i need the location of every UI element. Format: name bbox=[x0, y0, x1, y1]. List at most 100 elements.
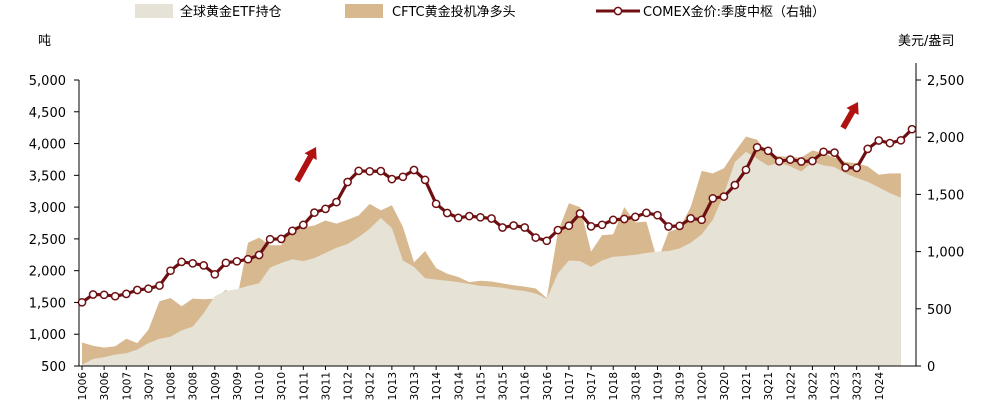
right-tick-label: 2,000 bbox=[927, 131, 964, 146]
price-point bbox=[785, 155, 795, 164]
etf-area bbox=[82, 151, 901, 366]
price-point bbox=[630, 212, 640, 222]
price-point bbox=[885, 138, 895, 148]
legend-label-etf: 全球黄金ETF持仓 bbox=[180, 4, 282, 20]
price-line-layer bbox=[77, 124, 917, 307]
x-tick-label: 3Q15 bbox=[498, 372, 510, 400]
x-tick-label: 3Q13 bbox=[409, 372, 421, 400]
x-tick-label: 1Q22 bbox=[785, 372, 797, 400]
price-point bbox=[808, 156, 817, 166]
x-tick-label: 1Q11 bbox=[298, 372, 310, 400]
price-point bbox=[77, 297, 87, 307]
right-tick-label: 500 bbox=[927, 303, 952, 318]
right-axis-unit: 美元/盎司 bbox=[898, 34, 954, 49]
x-tick-label: 3Q12 bbox=[365, 372, 377, 400]
x-tick-label: 3Q10 bbox=[276, 372, 288, 400]
legend: 全球黄金ETF持仓 CFTC黄金投机净多头 COMEX金价:季度中枢（右轴） bbox=[135, 4, 825, 20]
x-tick-label: 3Q06 bbox=[99, 372, 111, 401]
price-point bbox=[896, 135, 906, 145]
price-point bbox=[420, 175, 430, 185]
price-point bbox=[520, 223, 530, 232]
price-point bbox=[121, 289, 131, 299]
price-point bbox=[464, 211, 474, 221]
x-tick-label: 1Q23 bbox=[830, 372, 842, 400]
price-point bbox=[144, 284, 153, 294]
price-point bbox=[431, 199, 441, 209]
x-tick-label: 3Q09 bbox=[232, 372, 244, 400]
price-point bbox=[730, 180, 740, 190]
price-point bbox=[166, 266, 175, 276]
price-point bbox=[608, 215, 618, 225]
legend-swatch-etf bbox=[135, 4, 173, 18]
price-point bbox=[210, 269, 220, 279]
price-point bbox=[708, 193, 718, 203]
x-tick-label: 3Q19 bbox=[675, 372, 687, 400]
left-tick-label: 1,000 bbox=[29, 328, 66, 343]
left-tick-label: 1,500 bbox=[29, 296, 66, 311]
x-tick-label: 3Q22 bbox=[807, 372, 819, 400]
left-tick-label: 4,500 bbox=[29, 106, 66, 121]
x-tick-label: 1Q10 bbox=[254, 372, 266, 400]
x-axis-ticks: 1Q06 3Q06 1Q07 3Q07 1Q08 3Q08 1Q09 3Q09 1Q10 3Q10… bbox=[77, 366, 886, 400]
left-axis-unit: 吨 bbox=[38, 34, 51, 49]
x-tick-label: 1Q12 bbox=[343, 372, 355, 400]
price-point bbox=[531, 233, 541, 242]
price-point bbox=[796, 157, 806, 166]
price-point bbox=[409, 165, 419, 175]
price-point bbox=[819, 147, 828, 157]
price-point bbox=[564, 221, 574, 231]
price-point bbox=[642, 208, 651, 218]
area-layer bbox=[82, 136, 901, 366]
price-point bbox=[542, 236, 552, 246]
price-point bbox=[365, 166, 375, 176]
x-tick-label: 1Q17 bbox=[564, 372, 576, 400]
x-tick-label: 1Q20 bbox=[697, 372, 709, 400]
price-point bbox=[774, 156, 784, 166]
x-tick-label: 1Q19 bbox=[653, 372, 665, 400]
price-point bbox=[265, 234, 275, 244]
x-tick-label: 3Q17 bbox=[586, 372, 598, 400]
x-tick-label: 3Q11 bbox=[321, 372, 333, 400]
price-point bbox=[686, 214, 696, 223]
price-point bbox=[830, 148, 839, 157]
x-tick-label: 3Q18 bbox=[630, 372, 642, 400]
x-tick-label: 1Q08 bbox=[166, 372, 178, 400]
right-tick-label: 1,000 bbox=[927, 246, 964, 261]
x-tick-label: 1Q18 bbox=[608, 372, 620, 400]
price-point bbox=[763, 146, 773, 156]
price-point bbox=[88, 290, 98, 299]
price-point bbox=[332, 197, 341, 207]
price-point bbox=[343, 177, 352, 187]
price-point bbox=[907, 124, 917, 134]
price-point bbox=[863, 144, 873, 154]
x-tick-label: 3Q14 bbox=[453, 372, 465, 401]
price-point bbox=[110, 291, 120, 301]
price-point bbox=[752, 142, 762, 152]
price-point bbox=[852, 163, 862, 173]
x-tick-label: 3Q07 bbox=[143, 372, 155, 400]
price-point bbox=[619, 214, 629, 224]
x-tick-label: 1Q16 bbox=[520, 372, 532, 401]
price-point bbox=[487, 214, 496, 223]
x-tick-label: 3Q20 bbox=[719, 372, 731, 400]
price-point bbox=[476, 212, 485, 222]
x-tick-label: 1Q06 bbox=[77, 372, 89, 401]
price-point bbox=[99, 290, 109, 300]
arrow-layer bbox=[294, 102, 859, 183]
price-point bbox=[398, 172, 408, 182]
right-tick-label: 0 bbox=[927, 360, 935, 375]
legend-swatch-cftc bbox=[345, 4, 383, 18]
price-point bbox=[155, 281, 164, 290]
legend-label-price: COMEX金价:季度中枢（右轴） bbox=[643, 4, 825, 20]
price-point bbox=[276, 234, 286, 244]
price-point bbox=[287, 226, 297, 236]
price-point bbox=[586, 222, 596, 231]
price-point bbox=[199, 261, 209, 270]
price-point bbox=[498, 223, 507, 232]
price-point bbox=[254, 250, 264, 260]
price-point bbox=[509, 221, 518, 230]
price-point bbox=[177, 257, 186, 267]
price-point bbox=[553, 225, 563, 235]
price-line bbox=[81, 128, 914, 304]
